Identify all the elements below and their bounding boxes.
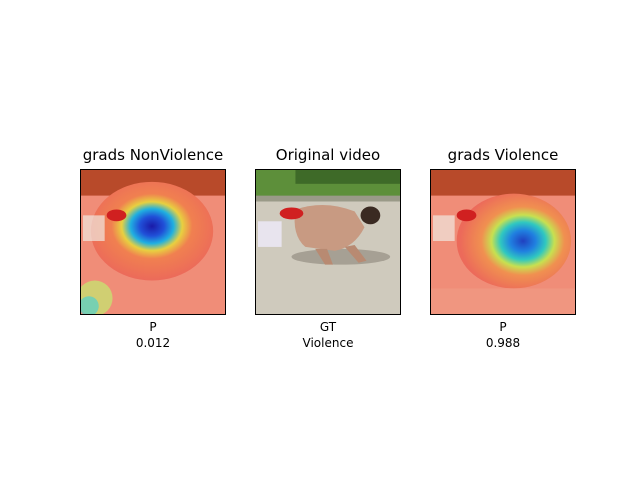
caption-nonviolence: P 0.012	[73, 319, 233, 351]
caption-nonviolence-value: 0.012	[135, 336, 171, 350]
caption-original-value: Violence	[302, 336, 354, 350]
panel-title-grads-nonviolence: grads NonViolence	[82, 146, 224, 164]
original-video-frame-image	[255, 169, 401, 315]
caption-original-video: GT Violence	[248, 319, 408, 351]
caption-violence-label: P	[499, 320, 507, 334]
caption-original-label: GT	[319, 320, 337, 334]
caption-nonviolence-label: P	[149, 320, 157, 334]
panel-title-original-video: Original video	[275, 146, 381, 164]
caption-violence-value: 0.988	[485, 336, 521, 350]
heatmap-nonviolence-image	[80, 169, 226, 315]
caption-violence: P 0.988	[423, 319, 583, 351]
heatmap-violence-image	[430, 169, 576, 315]
panel-title-grads-violence: grads Violence	[447, 146, 559, 164]
